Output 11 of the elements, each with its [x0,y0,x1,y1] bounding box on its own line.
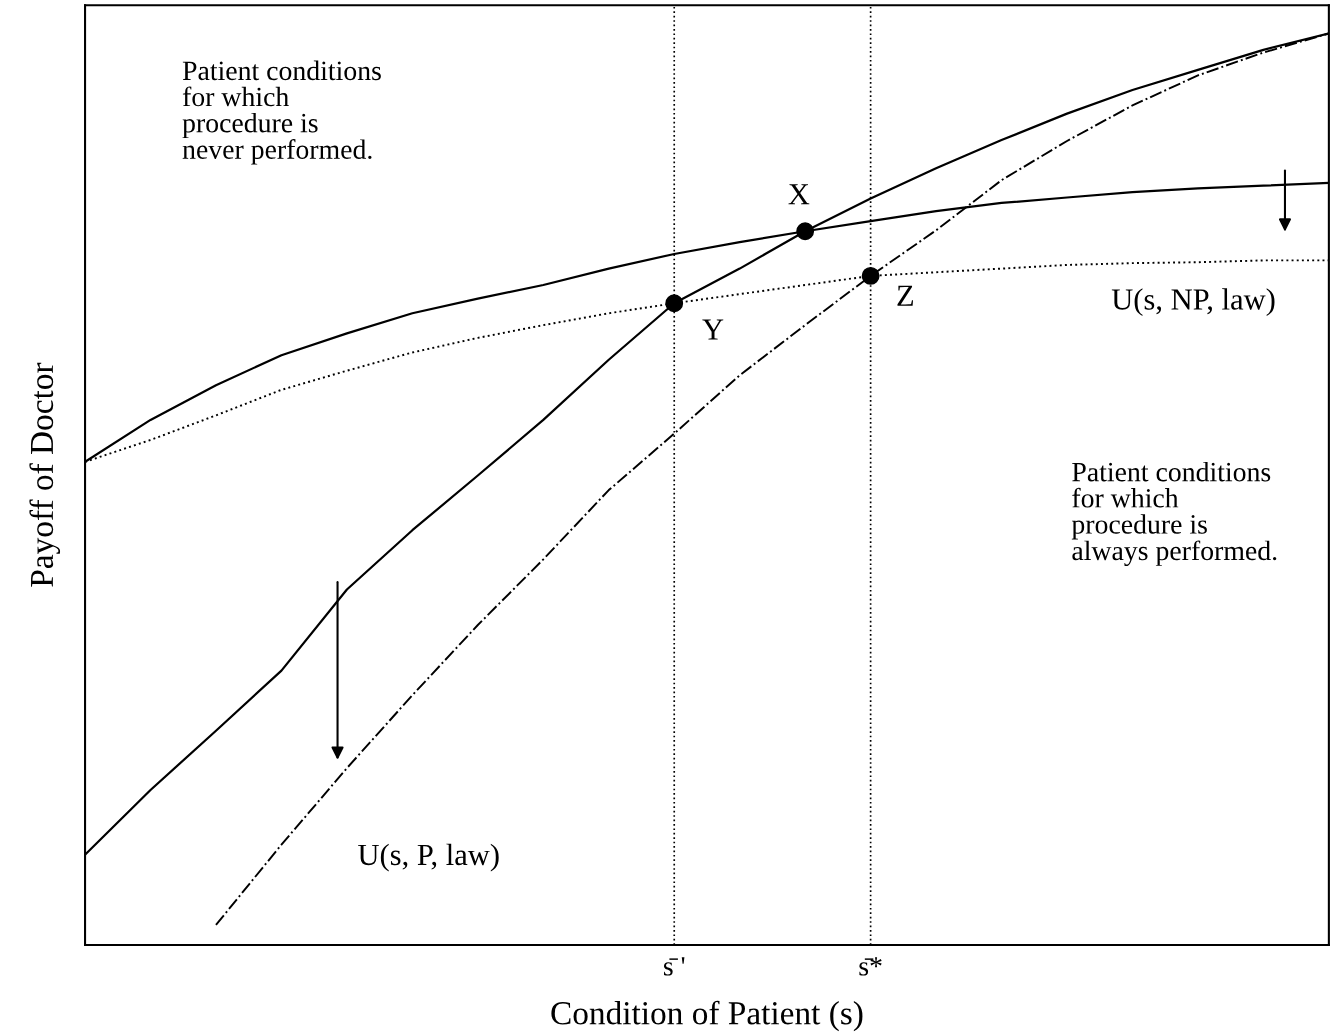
annotation: Y [702,319,724,340]
x-tick-label: s̄* [859,957,882,976]
y-axis-title: Payoff of Doctor [29,362,61,587]
annotation: U(s, P, law) [358,843,499,872]
x-axis-title: Condition of Patient (s) [551,1000,863,1032]
annotation: U(s, NP, law) [1111,288,1275,316]
annotation: Z [897,285,914,306]
x-tick-label: s̄ ' [663,957,685,976]
annotation: X [788,184,810,205]
annotation: Patient conditions for which procedure is always performed. [1071,461,1277,566]
annotation: Patient conditions for which procedure is never performed. [182,60,381,165]
